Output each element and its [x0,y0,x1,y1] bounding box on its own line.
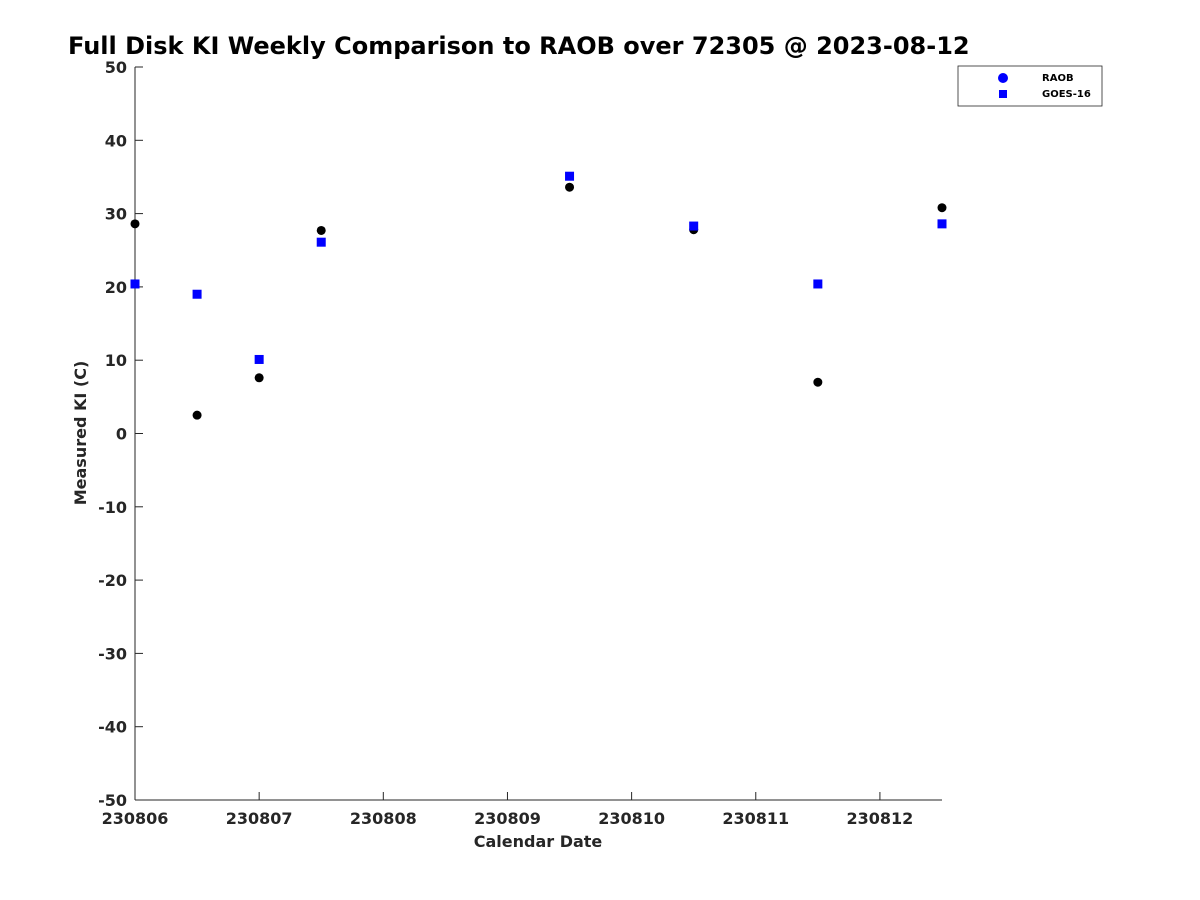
x-tick-label: 230810 [598,809,665,828]
legend-marker-raob [998,73,1008,83]
raob-point [192,410,202,420]
goes-16-points [130,171,947,364]
legend-label-raob: RAOB [1042,73,1074,84]
y-tick-label: -40 [98,718,127,737]
raob-point [316,225,326,235]
x-tick-label: 230809 [474,809,541,828]
y-tick-label: 0 [116,425,127,444]
y-tick-label: -30 [98,644,127,663]
y-tick-label: -20 [98,571,127,590]
chart-title: Full Disk KI Weekly Comparison to RAOB o… [68,32,970,60]
goes-16-point [689,221,699,231]
goes-16-point [192,289,202,299]
y-tick-label: 40 [105,131,127,150]
raob-point [565,182,575,192]
y-tick-label: 50 [105,58,127,77]
y-tick-label: -10 [98,498,127,517]
raob-points [130,182,947,420]
goes-16-point [130,279,140,289]
raob-point [937,203,947,213]
axes [134,67,942,801]
y-axis-label: Measured KI (C) [71,361,90,506]
legend-label-goes-16: GOES-16 [1042,89,1091,100]
x-tick-label: 230812 [847,809,914,828]
y-axis-ticks: 50 40 30 20 10 0 -10 -20 -30 -40 -50 [98,58,143,810]
y-tick-label: -50 [98,791,127,810]
goes-16-point [254,354,264,364]
goes-16-point [813,279,823,289]
legend-marker-goes-16 [999,90,1007,98]
x-tick-label: 230808 [350,809,417,828]
x-tick-label: 230807 [226,809,293,828]
raob-point [813,377,823,387]
legend: RAOB GOES-16 [957,65,1103,107]
goes-16-point [937,219,947,229]
x-axis-label: Calendar Date [474,832,603,851]
y-tick-label: 30 [105,205,127,224]
legend-box [957,65,1103,107]
x-axis-ticks: 230806 230807 230808 230809 230810 230811 2308… [102,792,914,828]
goes-16-point [565,171,575,181]
x-tick-label: 230806 [102,809,169,828]
y-tick-label: 10 [105,351,127,370]
y-tick-label: 20 [105,278,127,297]
raob-point [130,219,140,229]
goes-16-point [316,237,326,247]
x-tick-label: 230811 [722,809,789,828]
raob-point [254,373,264,383]
